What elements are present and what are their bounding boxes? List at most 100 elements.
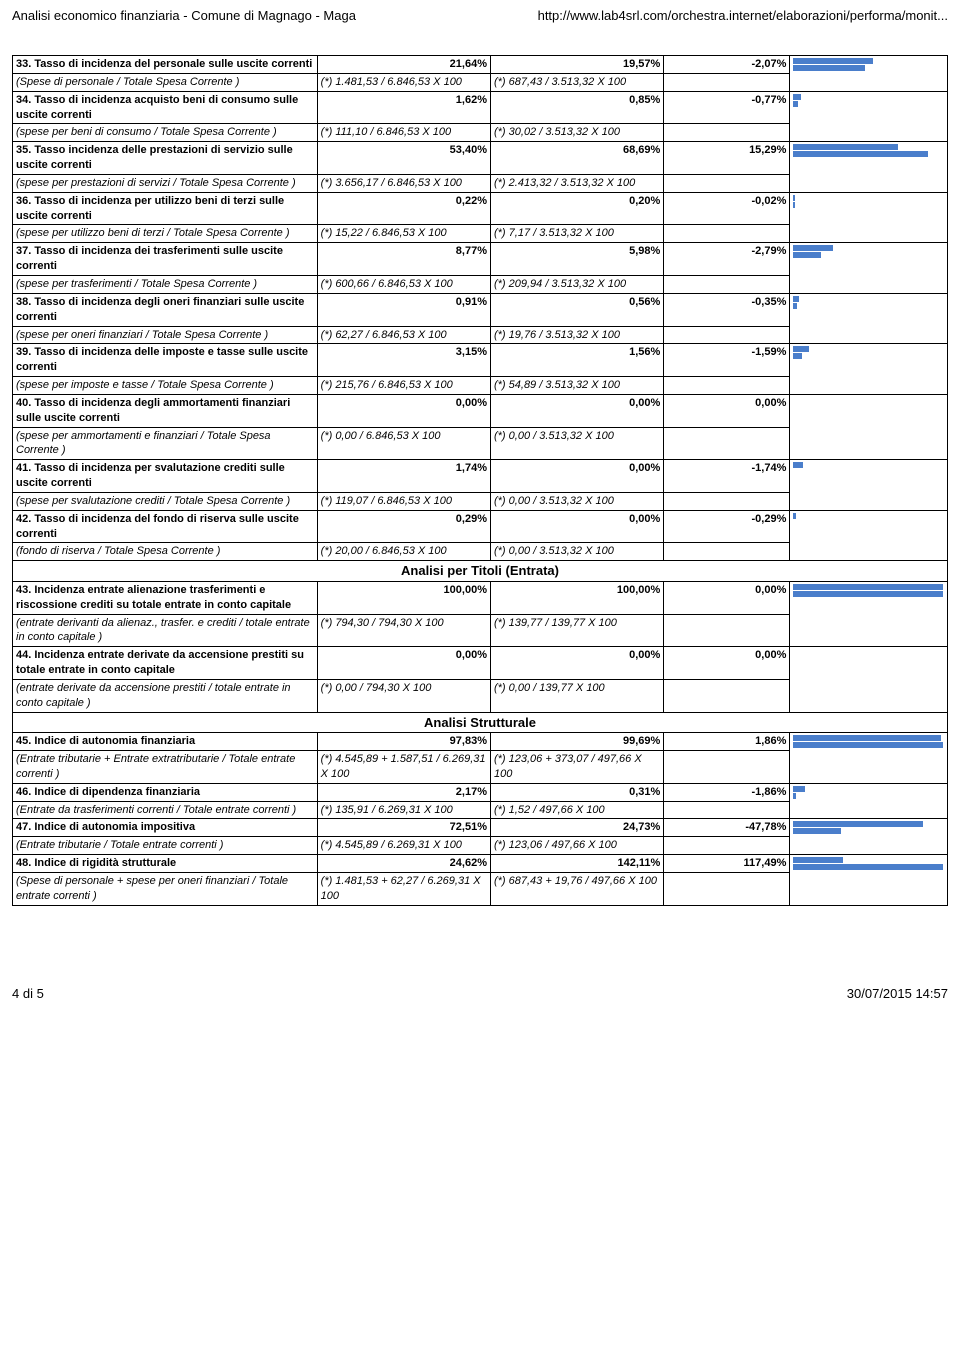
header-right: http://www.lab4srl.com/orchestra.interne…	[538, 8, 948, 23]
formula-empty	[664, 837, 790, 855]
indicator-diff: -0,77%	[664, 91, 790, 124]
sparkline	[793, 194, 944, 209]
spark-bar	[793, 245, 833, 251]
spark-bar	[793, 65, 865, 71]
sparkline-cell	[790, 510, 948, 561]
spark-bar	[793, 252, 821, 258]
sparkline	[793, 345, 944, 360]
formula-label: (spese per imposte e tasse / Totale Spes…	[13, 377, 318, 395]
sparkline	[793, 295, 944, 310]
sparkline-cell	[790, 243, 948, 294]
indicator-value-2: 0,00%	[490, 647, 663, 680]
indicator-value-1: 0,00%	[317, 394, 490, 427]
formula-label: (spese per beni di consumo / Totale Spes…	[13, 124, 318, 142]
spark-bar	[793, 857, 843, 863]
sparkline	[793, 244, 944, 259]
formula-label: (spese per oneri finanziari / Totale Spe…	[13, 326, 318, 344]
indicator-value-2: 5,98%	[490, 243, 663, 276]
formula-1: (*) 119,07 / 6.846,53 X 100	[317, 492, 490, 510]
formula-1: (*) 3.656,17 / 6.846,53 X 100	[317, 174, 490, 192]
indicator-label: 39. Tasso di incidenza delle imposte e t…	[13, 344, 318, 377]
indicator-label: 40. Tasso di incidenza degli ammortament…	[13, 394, 318, 427]
indicator-label: 38. Tasso di incidenza degli oneri finan…	[13, 293, 318, 326]
indicator-value-2: 1,56%	[490, 344, 663, 377]
formula-1: (*) 135,91 / 6.269,31 X 100	[317, 801, 490, 819]
sparkline-cell	[790, 394, 948, 459]
spark-bar	[793, 513, 796, 519]
sparkline-cell	[790, 460, 948, 511]
formula-2: (*) 30,02 / 3.513,32 X 100	[490, 124, 663, 142]
formula-empty	[664, 543, 790, 561]
sparkline-cell	[790, 293, 948, 344]
formula-1: (*) 111,10 / 6.846,53 X 100	[317, 124, 490, 142]
spark-bar	[793, 591, 943, 597]
spark-bar	[793, 151, 928, 157]
indicator-head-row: 36. Tasso di incidenza per utilizzo beni…	[13, 192, 948, 225]
indicator-diff: -0,02%	[664, 192, 790, 225]
indicator-value-2: 0,31%	[490, 783, 663, 801]
indicator-head-row: 41. Tasso di incidenza per svalutazione …	[13, 460, 948, 493]
sparkline	[793, 648, 944, 663]
page-footer: 4 di 5 30/07/2015 14:57	[12, 986, 948, 1001]
indicator-value-1: 72,51%	[317, 819, 490, 837]
spark-bar	[793, 101, 798, 107]
indicator-head-row: 42. Tasso di incidenza del fondo di rise…	[13, 510, 948, 543]
indicator-diff: 117,49%	[664, 855, 790, 873]
indicator-value-1: 8,77%	[317, 243, 490, 276]
indicator-value-1: 53,40%	[317, 142, 490, 175]
formula-label: (spese per trasferimenti / Totale Spesa …	[13, 275, 318, 293]
formula-label: (spese per ammortamenti e finanziari / T…	[13, 427, 318, 460]
indicator-value-2: 0,00%	[490, 394, 663, 427]
formula-empty	[664, 377, 790, 395]
indicator-label: 46. Indice di dipendenza finanziaria	[13, 783, 318, 801]
indicator-head-row: 39. Tasso di incidenza delle imposte e t…	[13, 344, 948, 377]
formula-empty	[664, 492, 790, 510]
formula-1: (*) 1.481,53 + 62,27 / 6.269,31 X 100	[317, 872, 490, 905]
indicator-head-row: 43. Incidenza entrate alienazione trasfe…	[13, 581, 948, 614]
header-left: Analisi economico finanziaria - Comune d…	[12, 8, 356, 23]
section-header: Analisi Strutturale	[13, 712, 948, 733]
sparkline-cell	[790, 56, 948, 92]
formula-2: (*) 2.413,32 / 3.513,32 X 100	[490, 174, 663, 192]
indicator-label: 37. Tasso di incidenza dei trasferimenti…	[13, 243, 318, 276]
indicator-head-row: 34. Tasso di incidenza acquisto beni di …	[13, 91, 948, 124]
indicator-label: 35. Tasso incidenza delle prestazioni di…	[13, 142, 318, 175]
spark-bar	[793, 735, 941, 741]
formula-empty	[664, 427, 790, 460]
formula-label: (spese per utilizzo beni di terzi / Tota…	[13, 225, 318, 243]
formula-1: (*) 794,30 / 794,30 X 100	[317, 614, 490, 647]
indicator-value-1: 100,00%	[317, 581, 490, 614]
formula-empty	[664, 124, 790, 142]
sparkline	[793, 820, 944, 835]
indicator-diff: -1,86%	[664, 783, 790, 801]
formula-label: (Spese di personale / Totale Spesa Corre…	[13, 73, 318, 91]
indicator-value-2: 0,85%	[490, 91, 663, 124]
formula-2: (*) 7,17 / 3.513,32 X 100	[490, 225, 663, 243]
formula-label: (Entrate da trasferimenti correnti / Tot…	[13, 801, 318, 819]
formula-empty	[664, 275, 790, 293]
indicator-value-1: 0,22%	[317, 192, 490, 225]
spark-bar	[793, 462, 803, 468]
indicator-head-row: 46. Indice di dipendenza finanziaria2,17…	[13, 783, 948, 801]
formula-empty	[664, 872, 790, 905]
indicator-value-2: 68,69%	[490, 142, 663, 175]
formula-2: (*) 54,89 / 3.513,32 X 100	[490, 377, 663, 395]
indicator-label: 44. Incidenza entrate derivate da accens…	[13, 647, 318, 680]
indicator-head-row: 40. Tasso di incidenza degli ammortament…	[13, 394, 948, 427]
indicator-label: 41. Tasso di incidenza per svalutazione …	[13, 460, 318, 493]
indicator-value-2: 0,00%	[490, 460, 663, 493]
indicator-value-2: 0,20%	[490, 192, 663, 225]
sparkline	[793, 57, 944, 72]
indicator-value-1: 0,91%	[317, 293, 490, 326]
sparkline-cell	[790, 581, 948, 646]
indicator-diff: 1,86%	[664, 733, 790, 751]
sparkline	[793, 856, 944, 871]
sparkline-cell	[790, 344, 948, 395]
indicator-label: 47. Indice di autonomia impositiva	[13, 819, 318, 837]
indicator-value-1: 0,29%	[317, 510, 490, 543]
formula-1: (*) 20,00 / 6.846,53 X 100	[317, 543, 490, 561]
spark-bar	[793, 786, 805, 792]
section-header: Analisi per Titoli (Entrata)	[13, 561, 948, 582]
indicator-label: 36. Tasso di incidenza per utilizzo beni…	[13, 192, 318, 225]
indicator-value-2: 0,56%	[490, 293, 663, 326]
